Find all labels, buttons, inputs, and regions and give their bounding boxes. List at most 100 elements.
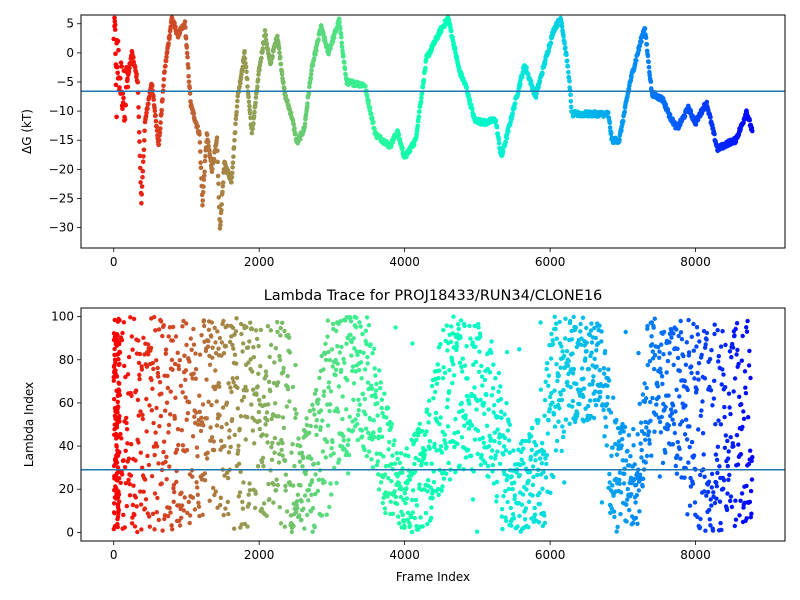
delta-g-point	[138, 165, 143, 171]
lambda-point	[607, 471, 612, 477]
lambda-point	[579, 336, 584, 341]
lambda-point	[151, 420, 156, 426]
lambda-point	[402, 491, 408, 496]
lambda-point	[133, 495, 138, 500]
lambda-point	[267, 354, 272, 360]
lambda-point	[538, 320, 543, 325]
lambda-point	[380, 500, 385, 506]
lambda-point	[196, 500, 201, 505]
delta-g-point	[202, 173, 207, 178]
lambda-point	[278, 325, 283, 331]
lambda-point	[460, 408, 465, 413]
delta-g-point	[137, 139, 142, 144]
lambda-point	[493, 376, 498, 381]
lambda-point	[278, 333, 283, 338]
lambda-point	[357, 349, 363, 354]
lambda-point	[230, 376, 235, 381]
lambda-point	[618, 511, 623, 517]
delta-g-point	[339, 40, 345, 46]
y-tick-label: 20	[59, 482, 74, 496]
lambda-point	[385, 405, 391, 411]
delta-g-point	[396, 131, 402, 137]
lambda-point	[597, 368, 602, 373]
lambda-point	[748, 375, 753, 381]
lambda-point	[362, 447, 367, 453]
lambda-point	[312, 391, 318, 396]
lambda-point	[483, 460, 488, 466]
lambda-point	[135, 397, 141, 403]
lambda-point	[392, 489, 397, 494]
lambda-point	[702, 489, 707, 494]
lambda-point	[491, 362, 496, 367]
lambda-point	[269, 444, 274, 450]
lambda-point	[116, 404, 121, 410]
delta-g-point	[160, 97, 165, 102]
delta-g-point	[139, 192, 144, 197]
lambda-point	[197, 409, 202, 414]
lambda-point	[437, 368, 442, 373]
lambda-point	[413, 497, 419, 503]
lambda-point	[698, 516, 703, 522]
lambda-point	[725, 491, 730, 496]
lambda-point	[136, 413, 141, 418]
lambda-point	[494, 499, 499, 504]
lambda-point	[714, 480, 719, 485]
delta-g-point	[277, 50, 282, 55]
lambda-point	[180, 443, 186, 448]
delta-g-point	[114, 114, 119, 120]
lambda-point	[445, 348, 450, 353]
lambda-point	[687, 444, 692, 450]
lambda-point	[268, 328, 273, 333]
lambda-point	[234, 316, 239, 321]
delta-g-point	[156, 137, 162, 143]
lambda-point	[657, 355, 662, 360]
delta-g-point	[182, 19, 188, 24]
lambda-point	[677, 446, 682, 452]
delta-g-point	[246, 94, 251, 100]
lambda-point	[190, 376, 195, 381]
lambda-point	[738, 452, 744, 457]
lambda-point	[451, 362, 456, 367]
lambda-point	[743, 391, 749, 396]
lambda-point	[541, 470, 546, 475]
lambda-point	[392, 461, 398, 466]
delta-g-point	[163, 63, 168, 69]
delta-g-point	[152, 108, 158, 114]
lambda-point	[159, 481, 164, 486]
lambda-point	[493, 453, 498, 458]
lambda-point	[419, 460, 424, 465]
lambda-point	[294, 411, 299, 416]
lambda-point	[580, 315, 586, 320]
lambda-point	[176, 363, 181, 368]
delta-g-point	[331, 35, 337, 41]
lambda-point	[509, 474, 514, 479]
lambda-point	[256, 371, 261, 376]
lambda-point	[149, 474, 155, 479]
lambda-point	[353, 325, 359, 330]
lambda-point	[468, 336, 473, 341]
lambda-point	[400, 470, 405, 475]
lambda-point	[401, 518, 407, 523]
lambda-point	[234, 361, 239, 366]
lambda-point	[612, 514, 617, 520]
delta-g-point	[564, 52, 569, 57]
lambda-point	[358, 360, 364, 365]
lambda-point	[630, 520, 636, 526]
delta-g-point	[186, 65, 191, 70]
lambda-point	[216, 380, 221, 386]
lambda-point	[194, 480, 199, 485]
lambda-point	[206, 399, 211, 404]
lambda-point	[746, 461, 751, 467]
lambda-point	[440, 376, 446, 381]
lambda-point	[726, 477, 731, 482]
lambda-point	[309, 492, 314, 497]
lambda-point	[185, 510, 190, 516]
lambda-point	[327, 357, 333, 363]
lambda-point	[578, 342, 584, 347]
lambda-point	[155, 495, 160, 501]
lambda-point	[712, 500, 718, 506]
delta-g-point	[682, 114, 688, 119]
lambda-point	[649, 334, 654, 339]
delta-g-point	[308, 72, 314, 77]
lambda-point	[155, 365, 160, 371]
